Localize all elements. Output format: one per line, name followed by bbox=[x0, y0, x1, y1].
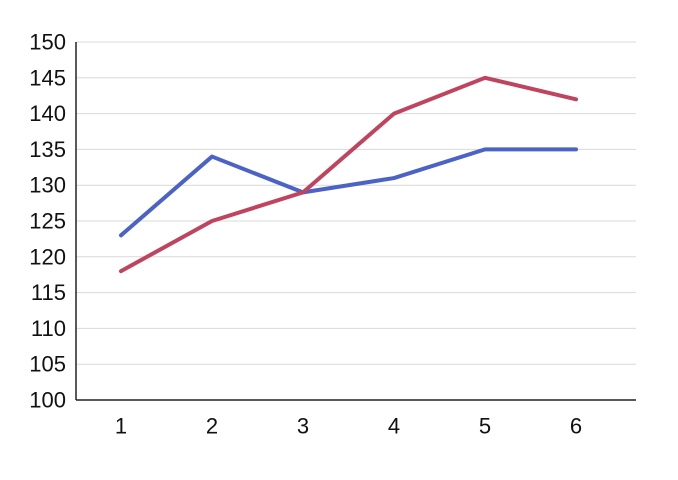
x-tick-label: 3 bbox=[297, 414, 309, 439]
y-tick-label: 120 bbox=[29, 244, 66, 269]
y-tick-label: 110 bbox=[31, 316, 66, 341]
x-tick-label: 6 bbox=[570, 414, 582, 439]
y-tick-label: 100 bbox=[29, 388, 66, 413]
series-line-b bbox=[119, 75, 578, 274]
y-tick-label: 135 bbox=[29, 137, 66, 162]
y-tick-label: 115 bbox=[31, 280, 66, 305]
y-tick-label: 150 bbox=[29, 30, 66, 55]
x-tick-labels: 1 2 3 4 5 6 bbox=[115, 414, 582, 439]
y-tick-labels: 100 105 110 115 120 125 130 135 140 145 150 bbox=[29, 30, 66, 413]
series-line-a bbox=[119, 147, 578, 238]
x-tick-label: 5 bbox=[479, 414, 491, 439]
x-tick-label: 2 bbox=[206, 414, 218, 439]
x-tick-label: 4 bbox=[388, 414, 400, 439]
y-tick-label: 130 bbox=[29, 173, 66, 198]
y-tick-label: 125 bbox=[29, 209, 66, 234]
y-tick-label: 140 bbox=[29, 101, 66, 126]
y-tick-label: 105 bbox=[29, 352, 66, 377]
y-tick-label: 145 bbox=[29, 65, 66, 90]
x-tick-label: 1 bbox=[115, 414, 127, 439]
series-lines bbox=[119, 75, 578, 274]
